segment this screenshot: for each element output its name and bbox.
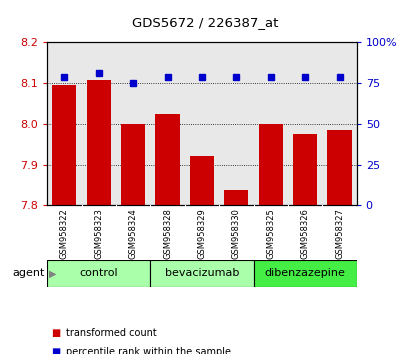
Bar — [189, 156, 213, 205]
Text: ▶: ▶ — [49, 268, 56, 279]
Text: GSM958330: GSM958330 — [231, 208, 240, 259]
Text: GSM958327: GSM958327 — [334, 208, 343, 259]
Text: GSM958324: GSM958324 — [128, 208, 137, 259]
Text: GSM958329: GSM958329 — [197, 208, 206, 259]
Text: GSM958326: GSM958326 — [300, 208, 309, 259]
Text: GDS5672 / 226387_at: GDS5672 / 226387_at — [131, 16, 278, 29]
Bar — [224, 190, 248, 205]
Bar — [47, 260, 150, 287]
Text: percentile rank within the sample: percentile rank within the sample — [65, 347, 230, 354]
Bar — [121, 124, 145, 205]
Text: GSM958328: GSM958328 — [163, 208, 172, 259]
Text: ■: ■ — [51, 328, 61, 338]
Text: GSM958322: GSM958322 — [60, 208, 69, 259]
Bar — [52, 85, 76, 205]
Text: ■: ■ — [51, 347, 61, 354]
Text: bevacizumab: bevacizumab — [164, 268, 238, 279]
Bar — [292, 134, 317, 205]
Text: GSM958323: GSM958323 — [94, 208, 103, 259]
Text: transformed count: transformed count — [65, 328, 156, 338]
Bar — [327, 130, 351, 205]
Bar — [86, 80, 110, 205]
Text: control: control — [79, 268, 118, 279]
Bar — [155, 114, 179, 205]
Bar — [150, 260, 253, 287]
Text: agent: agent — [13, 268, 45, 279]
Bar — [258, 124, 282, 205]
Text: dibenzazepine: dibenzazepine — [264, 268, 345, 279]
Text: GSM958325: GSM958325 — [265, 208, 274, 259]
Bar — [253, 260, 356, 287]
